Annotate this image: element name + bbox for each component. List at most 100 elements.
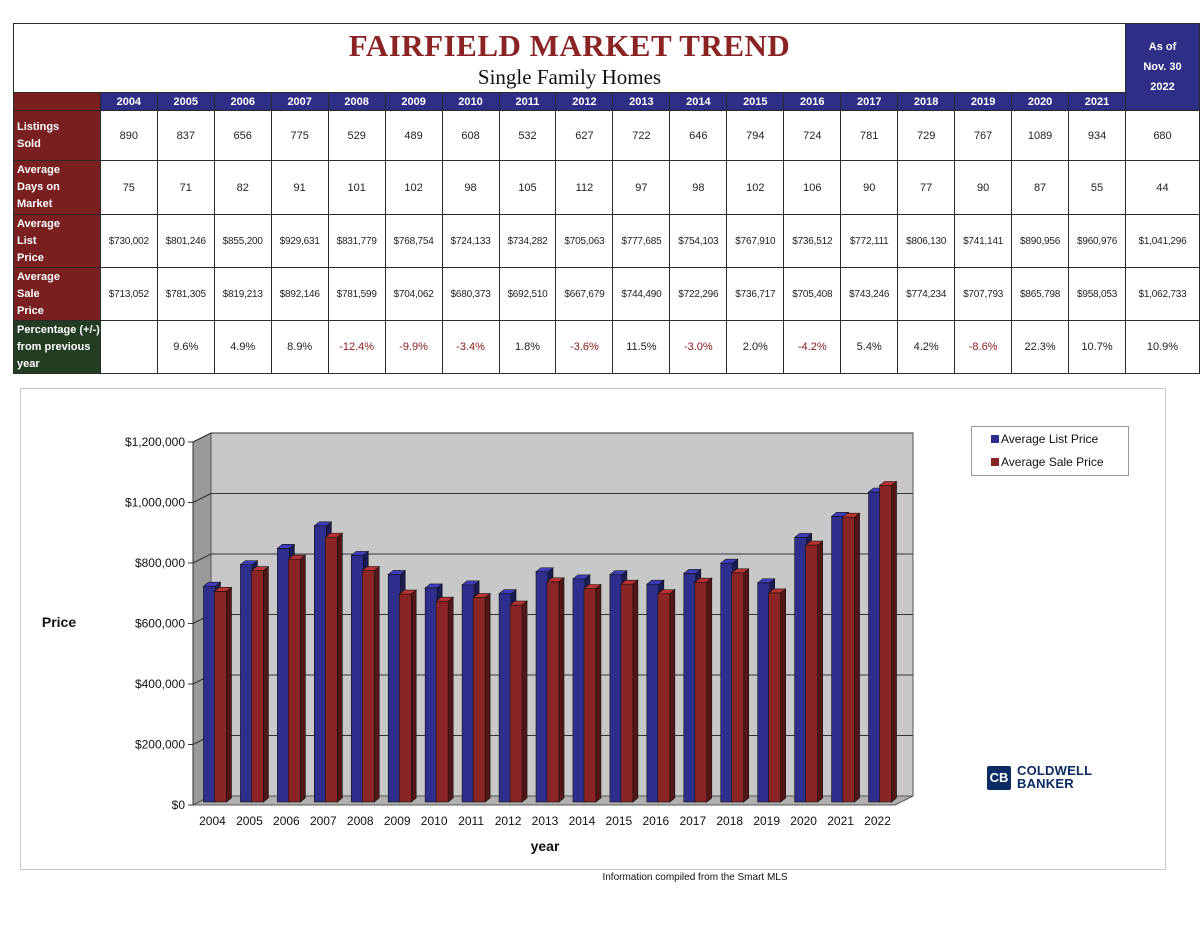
table-cell: 729	[897, 110, 956, 161]
bar-side-sale	[337, 532, 343, 803]
table-cell: 1.8%	[498, 320, 557, 374]
bar-top-sale	[656, 589, 676, 594]
year-header: 2010	[441, 92, 500, 111]
bar-side-sale	[743, 568, 750, 803]
bar-side-sale	[558, 577, 565, 803]
table-row-listings-sold: Listings Sold 890 837 656 775 529 489 608 532 627 7…	[13, 110, 1200, 161]
table-cell: $724,133	[441, 214, 500, 268]
table-row-percentage-change: Percentage (+/-) from previous year 9.6% 4.9…	[13, 320, 1200, 374]
year-header: 2008	[327, 92, 386, 111]
bar-side-sale	[669, 588, 676, 803]
page-subtitle: Single Family Homes	[477, 65, 662, 89]
bar-top-sale	[250, 566, 270, 571]
logo-line-2: BANKER	[1017, 776, 1074, 791]
table-cell: $890,956	[1011, 214, 1070, 268]
table-cell: $831,779	[327, 214, 386, 268]
table-cell: 794	[726, 110, 785, 161]
bar-top-sale	[767, 588, 787, 594]
table-cell: $774,234	[897, 267, 956, 321]
x-tick-label: 2016	[642, 814, 669, 828]
table-row-average-sale-price: Average Sale Price $713,052 $781,305 $819,213…	[13, 267, 1200, 321]
bar-list-2004	[203, 585, 216, 803]
bar-side-sale	[632, 579, 639, 803]
as-of-label: As of	[1148, 41, 1177, 53]
table-cell: $705,063	[555, 214, 614, 268]
table-cell: -4.2%	[783, 320, 842, 374]
table-cell: 90	[954, 160, 1013, 215]
bar-top-sale	[324, 532, 344, 538]
coldwell-banker-logo: CB COLDWELL BANKER	[987, 764, 1127, 794]
bar-list-2014	[572, 578, 586, 803]
bar-top-list	[461, 580, 480, 586]
bar-top-list	[645, 579, 665, 585]
table-cell: 767	[954, 110, 1013, 161]
bar-top-sale	[878, 481, 898, 486]
table-cell-current: $1,041,296	[1125, 214, 1200, 268]
table-row-average-list-price: Average List Price $730,002 $801,246 $855,200…	[13, 214, 1200, 268]
legend-swatch-sale-price	[991, 458, 999, 466]
table-cell: $680,373	[441, 267, 500, 321]
table-cell: $736,717	[726, 267, 785, 321]
page-title: FAIRFIELD MARKET TREND	[348, 28, 791, 63]
table-cell: $743,246	[840, 267, 899, 321]
table-cell: $855,200	[213, 214, 272, 268]
bar-top-list	[202, 581, 222, 587]
cb-logo-icon: CB	[987, 766, 1011, 790]
bar-list-2019	[757, 582, 770, 803]
x-tick-label: 2010	[421, 814, 448, 828]
bar-sale-2020	[805, 544, 818, 803]
bar-side-sale	[521, 600, 528, 803]
row-label-line: Sold	[17, 137, 41, 150]
table-cell: -3.4%	[441, 320, 500, 374]
table-cell: $741,141	[954, 214, 1013, 268]
table-cell: 8.9%	[270, 320, 329, 374]
table-cell: $722,296	[669, 267, 728, 321]
year-header: 2009	[384, 92, 443, 111]
table-cell: 106	[783, 160, 842, 215]
bar-sale-2021	[842, 516, 855, 803]
table-cell: $713,052	[99, 267, 158, 321]
table-cell: 608	[441, 110, 500, 161]
bar-sale-2009	[398, 593, 412, 803]
market-trend-table: FAIRFIELD MARKET TREND Single Family Hom…	[13, 23, 1200, 374]
bar-top-list	[609, 570, 628, 576]
row-label-line: Price	[17, 304, 44, 317]
x-tick-label: 2008	[347, 814, 374, 828]
bar-top-list	[535, 567, 554, 573]
table-cell: 934	[1068, 110, 1126, 161]
bar-top-sale	[841, 512, 861, 518]
bar-side-sale	[780, 588, 786, 803]
table-row-average-days-on-market: Average Days on Market 75 71 82 91 101 102 98 105 1…	[13, 160, 1200, 215]
bar-side-sale	[854, 512, 860, 803]
year-header: 2020	[1011, 92, 1070, 111]
bar-side-sale	[447, 596, 454, 803]
table-cell: 837	[156, 110, 215, 161]
bar-top-sale	[472, 593, 491, 598]
table-cell: 11.5%	[612, 320, 671, 374]
bar-list-2009	[387, 574, 401, 803]
table-cell: 98	[441, 160, 500, 215]
x-tick-label: 2004	[199, 814, 226, 828]
row-label-line: Market	[17, 198, 53, 210]
x-tick-label: 2012	[495, 814, 522, 828]
x-tick-label: 2011	[458, 814, 484, 828]
table-cell: $767,910	[726, 214, 785, 268]
table-cell: 112	[555, 160, 614, 215]
bar-top-list	[424, 583, 444, 589]
bar-list-2012	[498, 593, 512, 803]
bar-sale-2017	[694, 581, 708, 803]
bar-top-list	[756, 578, 776, 584]
table-cell: $958,053	[1068, 267, 1126, 321]
bar-top-list	[830, 512, 850, 517]
x-tick-label: 2013	[532, 814, 559, 828]
row-label: Percentage (+/-) from previous year	[13, 320, 101, 374]
gridline-side	[192, 493, 212, 503]
bar-sale-2007	[325, 536, 338, 803]
table-cell: $960,976	[1068, 214, 1126, 268]
year-header: 2005	[156, 92, 215, 111]
x-tick-label: 2014	[569, 814, 596, 828]
bar-side-sale	[226, 586, 232, 803]
table-cell: $892,146	[270, 267, 329, 321]
year-header: 2014	[669, 92, 728, 111]
table-cell: 101	[327, 160, 386, 215]
